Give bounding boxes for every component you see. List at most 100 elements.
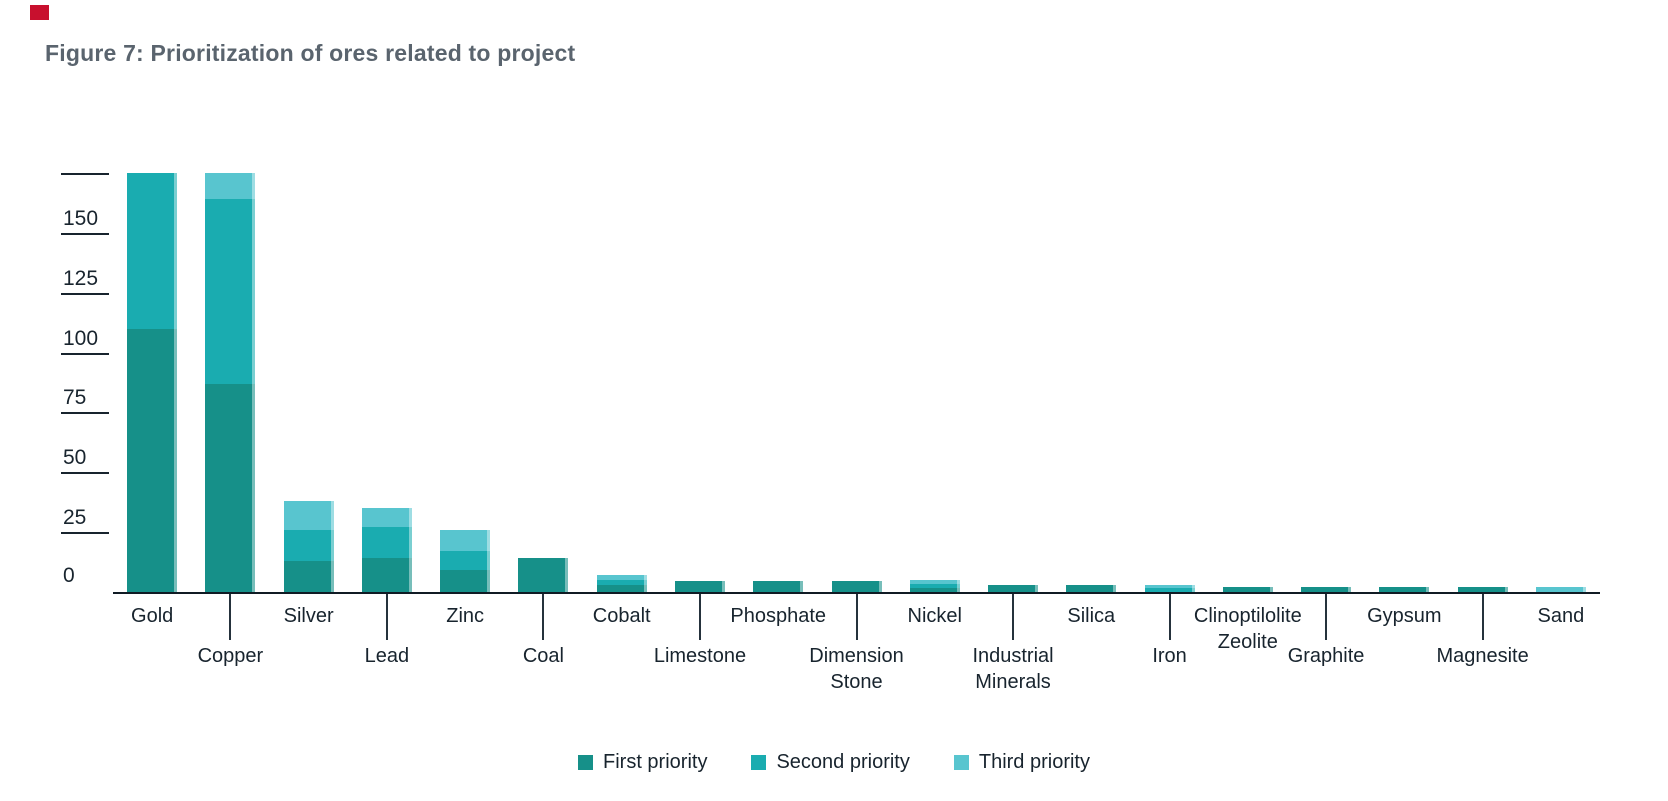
y-axis-tick: 50 bbox=[61, 447, 109, 475]
bar-edge-highlight bbox=[1582, 587, 1586, 592]
legend-swatch bbox=[953, 755, 969, 770]
x-label-iron: Iron bbox=[1152, 645, 1187, 667]
bar-edge-highlight bbox=[1348, 587, 1352, 592]
legend-item-third-priority: Third priority bbox=[953, 751, 1090, 774]
x-label-silica: Silica bbox=[1067, 605, 1116, 627]
x-axis-divider-tick bbox=[229, 594, 232, 640]
bar-edge-highlight bbox=[330, 501, 334, 592]
bar-segment bbox=[283, 501, 334, 530]
x-label-limestone: Limestone bbox=[653, 645, 747, 667]
y-tick-label: 125 bbox=[63, 266, 99, 290]
bar-gypsum bbox=[1379, 587, 1430, 592]
bar-graphite bbox=[1301, 587, 1352, 592]
bar-edge-highlight bbox=[721, 581, 725, 592]
bar-iron bbox=[1144, 584, 1195, 592]
bar-silica bbox=[1066, 584, 1117, 592]
y-tick-label: 100 bbox=[63, 326, 99, 350]
bar-edge-highlight bbox=[1426, 587, 1430, 592]
legend-item-second-priority: Second priority bbox=[751, 751, 910, 774]
bar-magnesite bbox=[1457, 587, 1508, 592]
y-axis-tick: 75 bbox=[61, 386, 109, 415]
bar-segment bbox=[361, 508, 412, 528]
bar-segment bbox=[440, 551, 491, 571]
bar-segment bbox=[361, 558, 412, 592]
bar-clinoptilolite-zeolite bbox=[1222, 587, 1273, 592]
x-label-gold: Gold bbox=[131, 605, 174, 627]
x-label-silver: Silver bbox=[283, 605, 334, 627]
bar-edge-highlight bbox=[252, 173, 256, 592]
bar-silver bbox=[283, 501, 334, 592]
y-axis-tick: 0 bbox=[61, 565, 109, 590]
bar-segment bbox=[1379, 587, 1430, 592]
chart-legend: First priority Second priority Third prior… bbox=[0, 751, 1668, 774]
y-axis-tick: 150 bbox=[61, 208, 109, 235]
x-label-nickel: Nickel bbox=[907, 605, 962, 627]
bar-edge-highlight bbox=[174, 173, 178, 592]
bar-segment bbox=[831, 581, 882, 592]
x-label-gypsum: Gypsum bbox=[1367, 605, 1442, 627]
bar-segment bbox=[440, 570, 491, 592]
bar-edge-highlight bbox=[800, 581, 804, 592]
bar-sand bbox=[1535, 587, 1586, 592]
bar-edge-highlight bbox=[643, 575, 647, 592]
x-axis-divider-tick bbox=[855, 594, 858, 640]
x-label-cobalt: Cobalt bbox=[592, 605, 651, 627]
x-label-lead: Lead bbox=[364, 645, 410, 667]
x-label-magnesite: Magnesite bbox=[1436, 645, 1529, 667]
bar-edge-highlight bbox=[878, 581, 882, 592]
y-tick-label bbox=[61, 169, 109, 173]
y-axis-tick: 25 bbox=[61, 506, 109, 535]
legend-label: Third priority bbox=[978, 751, 1090, 773]
bar-edge-highlight bbox=[956, 580, 960, 592]
bar-edge-highlight bbox=[1113, 584, 1117, 592]
bar-segment bbox=[988, 584, 1039, 592]
bar-edge-highlight bbox=[565, 558, 569, 592]
plot-area: 0 25 50 75 100 125 150 Gold Copper Silver Lead Zinc… bbox=[61, 173, 1600, 693]
bar-segment bbox=[283, 529, 334, 561]
x-axis-divider-tick bbox=[542, 594, 545, 640]
x-label-industrial-minerals: Industrial Minerals bbox=[972, 645, 1054, 693]
bar-segment bbox=[127, 173, 178, 329]
x-label-sand: Sand bbox=[1537, 605, 1585, 627]
x-label-phosphate: Phosphate bbox=[730, 605, 827, 627]
x-label-coal: Coal bbox=[522, 645, 564, 667]
bar-segment bbox=[674, 581, 725, 592]
bar-segment bbox=[1144, 584, 1195, 589]
bar-segment bbox=[909, 580, 960, 584]
legend-swatch bbox=[578, 755, 593, 770]
bar-segment bbox=[205, 173, 256, 200]
bar-segment bbox=[909, 588, 960, 592]
page-corner-mark bbox=[30, 5, 49, 20]
bar-segment bbox=[1066, 584, 1117, 592]
bar-phosphate bbox=[753, 581, 804, 592]
y-tick-label: 25 bbox=[63, 506, 87, 530]
x-label-zinc: Zinc bbox=[446, 605, 485, 627]
y-axis-tick bbox=[61, 169, 109, 175]
bar-segment bbox=[1535, 587, 1586, 592]
legend-label: Second priority bbox=[776, 751, 910, 773]
bar-segment bbox=[1144, 588, 1195, 592]
bar-zinc bbox=[440, 529, 491, 592]
bar-edge-highlight bbox=[1504, 587, 1508, 592]
bar-edge-highlight bbox=[1035, 584, 1039, 592]
bar-copper bbox=[205, 173, 256, 592]
bar-segment bbox=[127, 328, 178, 592]
x-label-clinoptilolite-zeolite: Clinoptilolite Zeolite bbox=[1193, 605, 1302, 653]
bar-segment bbox=[205, 199, 256, 384]
x-axis-divider-tick bbox=[698, 594, 701, 640]
y-tick-label: 75 bbox=[63, 386, 87, 410]
bar-edge-highlight bbox=[408, 508, 412, 592]
bar-segment bbox=[596, 575, 647, 581]
figure-title: Figure 7: Prioritization of ores related… bbox=[45, 40, 576, 66]
bar-dimension-stone bbox=[831, 581, 882, 592]
bar-gold bbox=[127, 173, 178, 592]
x-label-dimension-stone: Dimension Stone bbox=[809, 645, 904, 693]
x-axis-divider-tick bbox=[385, 594, 388, 640]
x-axis-divider-tick bbox=[1012, 594, 1015, 640]
bar-limestone bbox=[674, 581, 725, 592]
x-axis-divider-tick bbox=[1481, 594, 1484, 640]
bar-segment bbox=[205, 383, 256, 592]
bar-segment bbox=[1222, 587, 1273, 592]
y-axis-tick: 125 bbox=[61, 268, 109, 295]
bar-segment bbox=[1301, 587, 1352, 592]
